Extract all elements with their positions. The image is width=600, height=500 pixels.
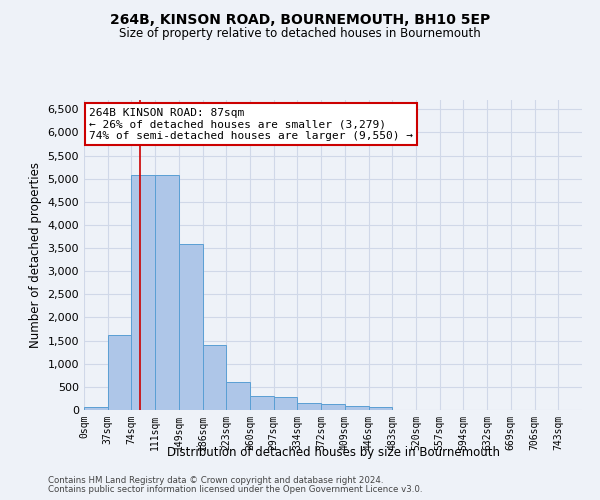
Text: Size of property relative to detached houses in Bournemouth: Size of property relative to detached ho… xyxy=(119,28,481,40)
Bar xyxy=(345,406,368,410)
Bar xyxy=(226,382,250,410)
Bar xyxy=(250,396,274,410)
Bar xyxy=(321,404,345,410)
Text: Distribution of detached houses by size in Bournemouth: Distribution of detached houses by size … xyxy=(167,446,500,459)
Bar xyxy=(274,396,298,410)
Text: Contains HM Land Registry data © Crown copyright and database right 2024.: Contains HM Land Registry data © Crown c… xyxy=(48,476,383,485)
Bar xyxy=(203,345,226,410)
Bar xyxy=(131,175,155,410)
Bar xyxy=(108,335,131,410)
Text: 264B KINSON ROAD: 87sqm
← 26% of detached houses are smaller (3,279)
74% of semi: 264B KINSON ROAD: 87sqm ← 26% of detache… xyxy=(89,108,413,141)
Bar xyxy=(155,175,179,410)
Bar xyxy=(84,407,108,410)
Bar xyxy=(179,244,203,410)
Text: Contains public sector information licensed under the Open Government Licence v3: Contains public sector information licen… xyxy=(48,485,422,494)
Bar xyxy=(298,403,321,410)
Text: 264B, KINSON ROAD, BOURNEMOUTH, BH10 5EP: 264B, KINSON ROAD, BOURNEMOUTH, BH10 5EP xyxy=(110,12,490,26)
Bar xyxy=(368,407,392,410)
Y-axis label: Number of detached properties: Number of detached properties xyxy=(29,162,42,348)
